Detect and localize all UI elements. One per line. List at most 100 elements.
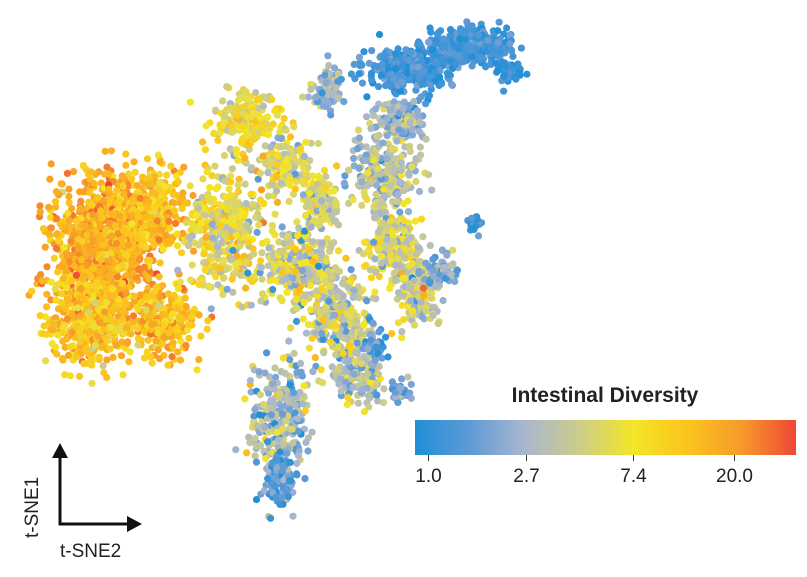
scatter-point [364, 345, 372, 353]
scatter-point [257, 263, 266, 271]
scatter-point [349, 292, 358, 300]
scatter-point [266, 398, 274, 406]
scatter-point [167, 237, 176, 245]
scatter-point [408, 163, 416, 171]
scatter-point [334, 247, 343, 255]
scatter-point [177, 249, 186, 257]
scatter-point [57, 180, 65, 188]
scatter-point [150, 203, 159, 211]
scatter-point [271, 107, 279, 115]
scatter-point [306, 271, 314, 280]
scatter-point [57, 298, 66, 307]
scatter-point [366, 378, 374, 386]
scatter-point [307, 281, 315, 289]
scatter-point [188, 313, 196, 321]
scatter-point [370, 112, 378, 120]
scatter-point [362, 151, 370, 159]
scatter-point [195, 356, 203, 364]
scatter-point [379, 139, 387, 147]
scatter-point [392, 155, 400, 163]
scatter-point [252, 496, 261, 504]
scatter-point [109, 285, 117, 293]
scatter-point [136, 291, 144, 299]
scatter-point [106, 323, 114, 331]
scatter-point [51, 198, 60, 206]
scatter-point [245, 433, 253, 441]
scatter-point [364, 169, 372, 177]
scatter-point [301, 407, 309, 415]
scatter-point [394, 119, 402, 127]
scatter-point [229, 214, 237, 222]
scatter-point [398, 375, 406, 383]
scatter-point [168, 198, 176, 206]
scatter-point [70, 231, 78, 239]
scatter-point [146, 256, 154, 265]
scatter-point [292, 317, 301, 325]
scatter-point [161, 183, 169, 191]
scatter-point [253, 422, 261, 430]
scatter-point [119, 315, 127, 323]
scatter-point [393, 295, 401, 303]
scatter-point [130, 158, 138, 166]
scatter-point [74, 242, 82, 251]
scatter-point [401, 274, 409, 282]
scatter-point [39, 225, 48, 233]
scatter-point [311, 354, 319, 362]
scatter-point [342, 327, 350, 335]
scatter-point [367, 125, 375, 133]
scatter-point [140, 263, 148, 271]
scatter-point [277, 249, 285, 257]
scatter-point [260, 423, 269, 431]
scatter-point [135, 266, 143, 274]
scatter-point [377, 118, 385, 126]
scatter-point [135, 256, 143, 264]
scatter-point [282, 163, 290, 171]
scatter-point [392, 261, 400, 269]
scatter-point [299, 191, 307, 199]
scatter-point [286, 133, 295, 141]
scatter-point [405, 284, 413, 292]
scatter-point [373, 132, 381, 140]
scatter-point [404, 197, 412, 205]
scatter-point [320, 349, 328, 357]
scatter-point [195, 280, 203, 289]
scatter-point [290, 123, 298, 131]
scatter-point [113, 246, 121, 254]
scatter-point [271, 364, 279, 372]
scatter-point [127, 261, 135, 269]
scatter-point [122, 161, 130, 169]
scatter-point [201, 266, 209, 274]
scatter-point [404, 170, 413, 178]
scatter-point [88, 361, 96, 369]
scatter-point [276, 448, 284, 456]
scatter-point [65, 192, 73, 200]
scatter-point [115, 197, 123, 205]
scatter-point [334, 78, 342, 86]
scatter-point [286, 458, 294, 467]
scatter-point [94, 332, 102, 340]
scatter-point [296, 145, 304, 153]
scatter-point [359, 345, 367, 353]
scatter-point [162, 231, 170, 239]
scatter-point [406, 234, 414, 242]
scatter-point [439, 296, 447, 305]
scatter-point [327, 243, 335, 251]
scatter-point [99, 362, 107, 370]
scatter-point [113, 273, 122, 281]
scatter-point [51, 284, 60, 293]
scatter-point [255, 411, 264, 419]
scatter-point [371, 255, 379, 263]
scatter-point [369, 319, 377, 327]
scatter-point [112, 341, 120, 349]
scatter-point [77, 284, 85, 292]
scatter-point [174, 285, 182, 293]
scatter-point [242, 221, 250, 229]
scatter-point [281, 143, 290, 151]
scatter-point [72, 271, 80, 279]
scatter-point [413, 107, 421, 115]
scatter-point [207, 252, 215, 261]
scatter-point [261, 142, 269, 150]
scatter-point [107, 232, 115, 240]
scatter-point [164, 290, 172, 298]
